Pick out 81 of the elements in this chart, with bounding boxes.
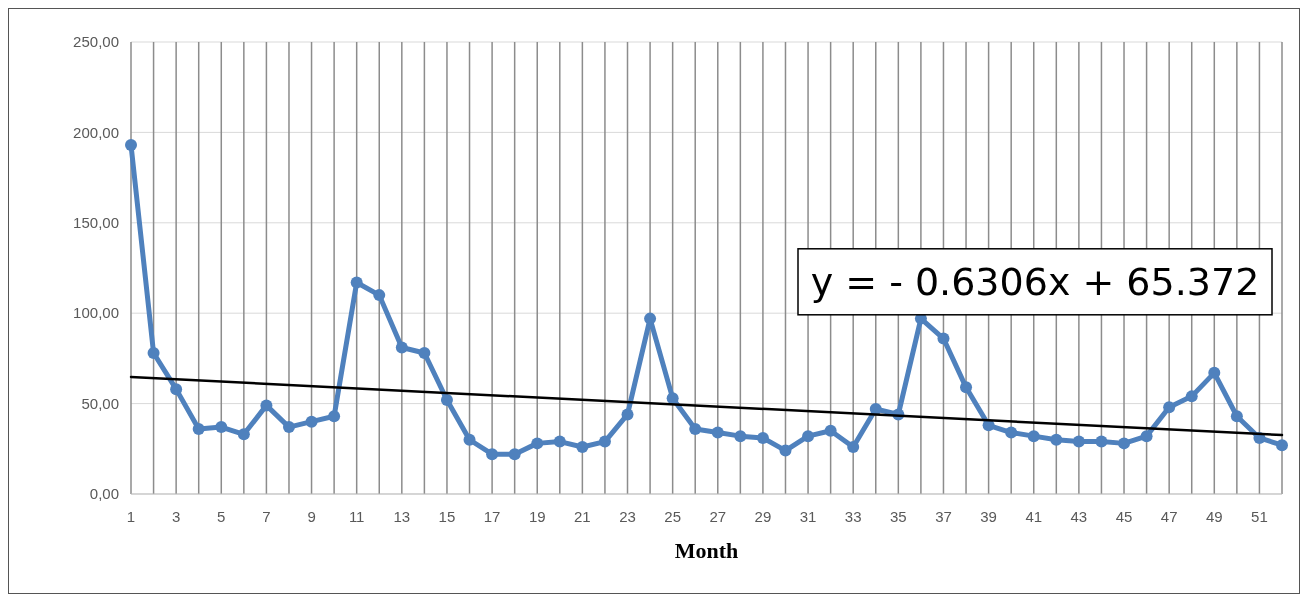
point: [328, 410, 341, 423]
point: [1027, 430, 1040, 443]
x-tick-label: 41: [1025, 508, 1043, 525]
x-tick-label: 13: [393, 508, 411, 525]
y-tick-label: 100,00: [73, 304, 119, 322]
x-tick-label: 21: [574, 508, 591, 525]
y-tick-label: 150,00: [73, 214, 119, 232]
x-tick-label: 29: [754, 508, 772, 525]
point: [1072, 435, 1085, 448]
x-tick-label: 49: [1205, 508, 1223, 525]
x-tick-label: 9: [307, 508, 316, 525]
point: [553, 435, 566, 448]
point: [463, 433, 476, 446]
point: [1276, 439, 1288, 452]
x-tick-label: 15: [438, 508, 456, 525]
point: [1230, 410, 1243, 423]
point: [779, 444, 792, 457]
y-tick-label: 200,00: [73, 123, 119, 141]
point: [1118, 437, 1131, 450]
x-tick-label: 33: [844, 508, 862, 525]
point: [125, 139, 137, 152]
point: [282, 421, 295, 434]
y-tick-label: 50,00: [81, 394, 119, 412]
point: [576, 440, 589, 453]
x-tick-label: 11: [348, 508, 365, 525]
x-tick-label: 17: [483, 508, 501, 525]
point: [802, 430, 815, 443]
x-tick-label: 45: [1115, 508, 1133, 525]
point: [756, 431, 769, 444]
point: [689, 422, 702, 435]
point: [598, 435, 611, 448]
point: [373, 289, 386, 302]
point: [1163, 401, 1176, 414]
x-tick-label: 3: [171, 508, 181, 525]
point: [711, 426, 724, 439]
x-tick-label: 1: [126, 508, 136, 525]
point: [350, 276, 363, 289]
point: [644, 312, 657, 325]
x-tick-label: 43: [1070, 508, 1088, 525]
point: [508, 448, 521, 461]
point: [1208, 366, 1221, 379]
x-tick-label: 25: [664, 508, 681, 525]
point: [824, 424, 837, 437]
x-tick-label: 51: [1251, 508, 1268, 525]
x-tick-label: 27: [709, 508, 727, 525]
x-axis-title: Month: [674, 538, 739, 563]
x-tick-label: 7: [262, 508, 271, 525]
point: [1095, 435, 1108, 448]
x-tick-label: 5: [217, 508, 226, 525]
point: [418, 346, 431, 359]
point: [305, 415, 318, 428]
point: [1140, 430, 1153, 443]
point: [531, 437, 544, 450]
point: [192, 422, 205, 435]
point: [147, 346, 160, 359]
point: [170, 383, 183, 396]
point: [260, 399, 273, 412]
x-tick-label: 19: [528, 508, 546, 525]
point: [486, 448, 499, 461]
point: [237, 428, 250, 441]
y-tick-label: 0,00: [89, 485, 119, 503]
x-tick-label: 31: [799, 508, 817, 525]
x-tick-label: 39: [980, 508, 997, 525]
x-tick-label: 23: [619, 508, 636, 525]
point: [847, 440, 860, 453]
point: [734, 430, 747, 443]
x-tick-label: 47: [1160, 508, 1178, 525]
point: [395, 341, 408, 354]
x-tick-label: 37: [935, 508, 952, 525]
point: [937, 332, 950, 345]
point: [666, 392, 679, 405]
point: [1005, 426, 1018, 439]
point: [440, 393, 453, 406]
point: [1050, 433, 1063, 446]
point: [960, 381, 973, 394]
annotation: y = - 0.6306x + 65.372: [810, 260, 1260, 305]
point: [621, 408, 634, 421]
y-tick-label: 250,00: [73, 33, 119, 51]
point: [215, 421, 228, 434]
point: [1185, 390, 1198, 403]
x-tick-label: 35: [889, 508, 907, 525]
